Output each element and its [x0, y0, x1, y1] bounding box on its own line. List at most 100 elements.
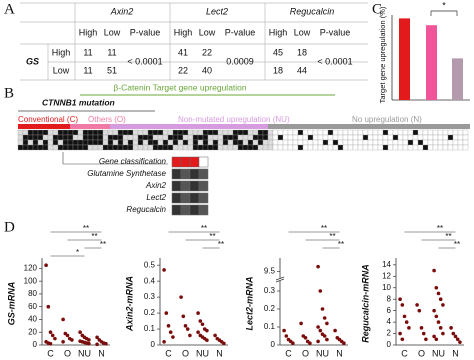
panel-label: A	[4, 1, 15, 17]
table-header: Axin2	[110, 6, 134, 16]
heatmap-cell	[202, 134, 209, 141]
heatmap-cell	[117, 129, 124, 136]
data-point	[449, 326, 453, 330]
heatmap-cell	[282, 129, 289, 136]
heatmap-cell	[97, 134, 104, 141]
heatmap-cell	[172, 139, 179, 146]
heatmap-cell	[452, 139, 459, 146]
data-point	[453, 334, 458, 339]
table-header: Regucalcin	[290, 6, 335, 16]
heatmap-cell	[447, 139, 454, 146]
data-point	[432, 308, 436, 313]
heatmap-cell	[207, 134, 214, 141]
heatmap-cell	[272, 139, 279, 146]
data-point	[316, 264, 320, 269]
heatmap-cell	[27, 134, 34, 141]
heatmap-cell	[22, 139, 29, 146]
data-point	[213, 333, 217, 338]
heatmap-cell	[347, 134, 354, 141]
heatmap-cell	[167, 134, 174, 141]
heatmap-cell	[402, 144, 409, 151]
heatmap-cell	[287, 129, 294, 136]
data-point	[421, 331, 426, 336]
heatmap-cell	[77, 129, 84, 136]
legend-cell	[198, 156, 209, 168]
heatmap-cell	[52, 144, 59, 151]
heatmap-cell	[62, 139, 69, 146]
heatmap-cell	[167, 129, 174, 136]
legend-cell	[198, 204, 209, 216]
heatmap-cell	[22, 129, 29, 136]
data-point	[87, 341, 91, 346]
heatmap-cell	[47, 144, 54, 151]
data-point	[48, 330, 53, 335]
heatmap-cell	[367, 139, 374, 146]
heatmap-cell	[267, 134, 274, 141]
heatmap-cell	[417, 139, 424, 146]
heatmap-cell	[182, 129, 189, 136]
heatmap-cell	[252, 129, 259, 136]
y-tick-label: 12	[382, 271, 391, 280]
heatmap-cell	[287, 144, 294, 151]
table-subheader: Low	[104, 27, 121, 37]
heatmap-cell	[122, 129, 129, 136]
heatmap-cell	[97, 144, 104, 151]
heatmap-cell	[427, 134, 434, 141]
heatmap-cell	[47, 134, 54, 141]
heatmap-cell	[222, 144, 229, 151]
heatmap-cell	[287, 134, 294, 141]
data-point	[436, 320, 441, 324]
heatmap-cell	[42, 144, 49, 151]
table-cell: 18	[273, 65, 283, 75]
heatmap-cell	[177, 134, 184, 141]
heatmap-cell	[462, 129, 469, 136]
x-tick-label: N	[216, 348, 223, 358]
heatmap-cell	[282, 134, 289, 141]
table-cell: 45	[273, 47, 283, 57]
heatmap-cell	[392, 139, 399, 146]
heatmap-cell	[277, 139, 284, 146]
heatmap-cell	[232, 144, 239, 151]
x-tick-label: O	[302, 348, 309, 358]
heatmap-cell	[317, 144, 324, 151]
data-point	[185, 327, 190, 331]
heatmap-cell	[267, 144, 274, 151]
heatmap-cell	[117, 144, 124, 151]
table-subheader: P-value	[320, 27, 351, 37]
heatmap-cell	[142, 144, 149, 151]
legend-cell	[198, 168, 209, 180]
heatmap-cell	[247, 134, 254, 141]
heatmap-cell	[142, 139, 149, 146]
heatmap-cell	[72, 144, 79, 151]
heatmap-cell	[322, 129, 329, 136]
heatmap-cell	[197, 139, 204, 146]
data-point	[322, 316, 327, 320]
row-label: Low	[53, 65, 70, 75]
table-cell: 11	[83, 47, 92, 57]
heatmap-cell	[297, 144, 304, 151]
heatmap-cell	[272, 129, 279, 136]
legend-cell	[171, 192, 182, 204]
y-tick-label: 0	[271, 340, 276, 349]
heatmap-cell	[407, 139, 414, 146]
heatmap-cell	[452, 134, 459, 141]
heatmap-cell	[127, 129, 134, 136]
heatmap-cell	[332, 134, 339, 141]
heatmap-cell	[297, 129, 304, 136]
heatmap-cell	[422, 139, 429, 146]
row-label: High	[52, 47, 71, 57]
heatmap-cell	[437, 134, 444, 141]
heatmap-cell	[147, 134, 154, 141]
heatmap-cell	[387, 129, 394, 136]
heatmap-cell	[377, 139, 384, 146]
heatmap-cell	[212, 144, 219, 151]
heatmap-cell	[412, 129, 419, 136]
data-point	[333, 328, 337, 333]
heatmap-cell	[192, 134, 199, 141]
x-tick-label: C	[47, 348, 54, 358]
heatmap-cell	[207, 139, 214, 146]
heatmap-cell	[342, 144, 349, 151]
data-point	[419, 326, 424, 330]
heatmap-cell	[217, 139, 224, 146]
